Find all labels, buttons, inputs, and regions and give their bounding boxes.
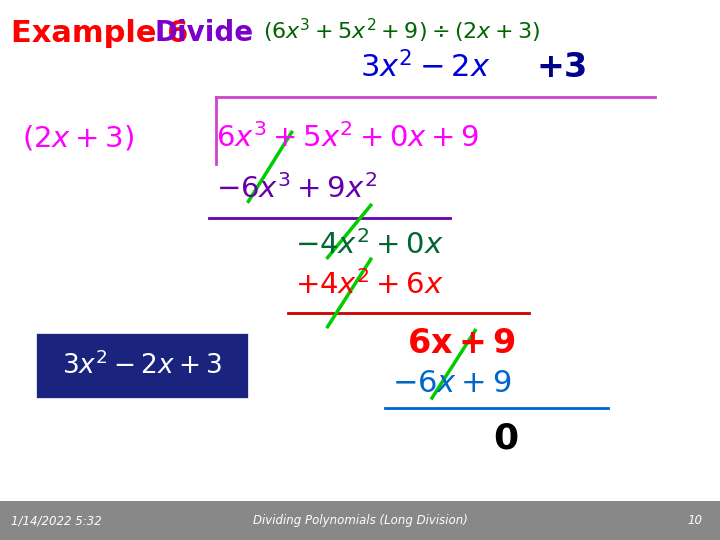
Text: $-6x^3+9x^2$: $-6x^3+9x^2$: [216, 174, 377, 204]
Text: Divide: Divide: [155, 19, 254, 47]
Text: $(6x^3+5x^2+9)\div(2x+3)$: $(6x^3+5x^2+9)\div(2x+3)$: [263, 17, 540, 45]
Text: $+4x^2+6x$: $+4x^2+6x$: [295, 270, 444, 300]
Text: Example 6: Example 6: [11, 19, 188, 48]
Text: $-4x^2+0x$: $-4x^2+0x$: [295, 230, 444, 260]
FancyBboxPatch shape: [36, 333, 248, 398]
Text: $3x^2-2x$: $3x^2-2x$: [360, 51, 490, 84]
Text: $\mathbf{+3}$: $\mathbf{+3}$: [536, 51, 587, 84]
Text: 10: 10: [687, 514, 702, 527]
Text: $3x^2-2x+3$: $3x^2-2x+3$: [62, 352, 222, 380]
Text: $-6x+9$: $-6x+9$: [392, 369, 512, 398]
Text: $6x^3+5x^2+0x+9$: $6x^3+5x^2+0x+9$: [216, 123, 480, 153]
Text: $(2x+3)$: $(2x+3)$: [22, 123, 134, 152]
Bar: [0, 501, 720, 540]
Text: $\mathbf{0}$: $\mathbf{0}$: [493, 422, 518, 455]
Text: Dividing Polynomials (Long Division): Dividing Polynomials (Long Division): [253, 514, 467, 527]
Text: 1/14/2022 5:32: 1/14/2022 5:32: [11, 514, 102, 527]
Text: $\mathbf{6x+9}$: $\mathbf{6x+9}$: [407, 327, 516, 361]
